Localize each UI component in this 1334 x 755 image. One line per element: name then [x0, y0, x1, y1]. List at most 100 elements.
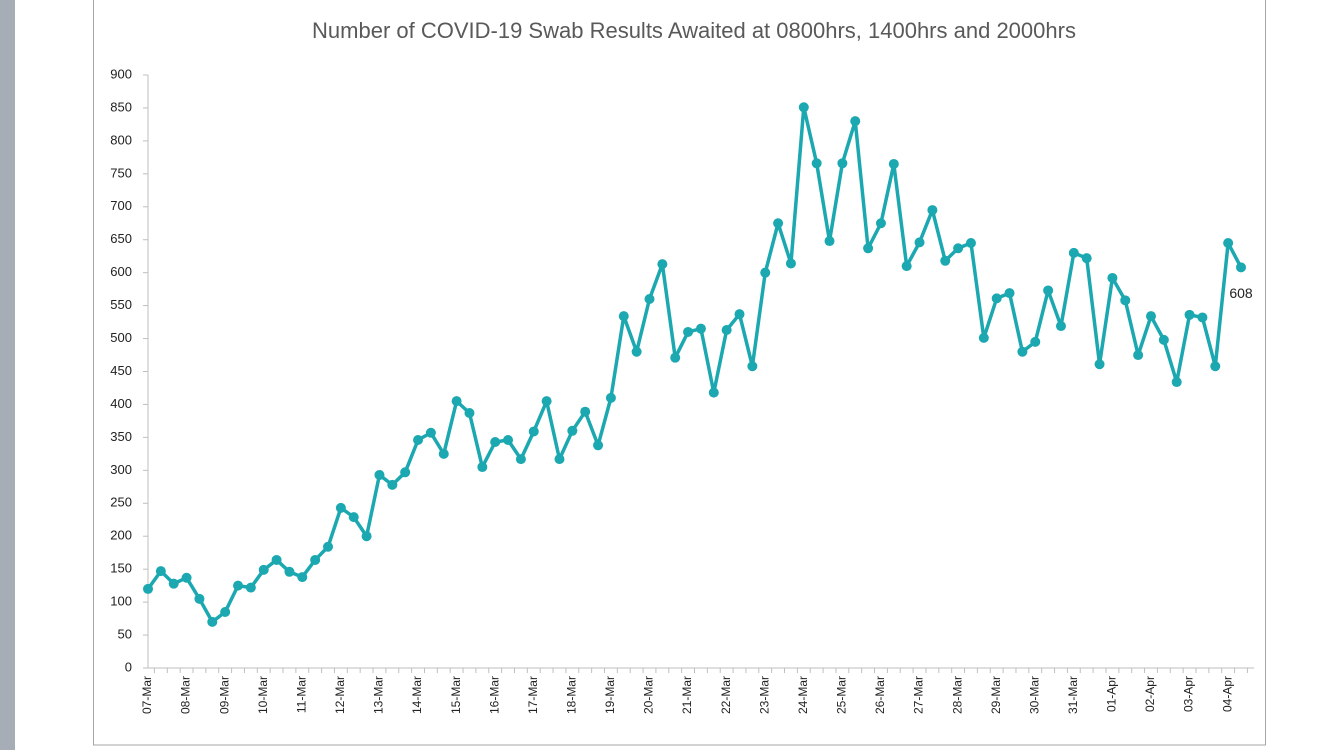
data-point [1171, 377, 1182, 388]
data-point [181, 572, 192, 583]
x-tick-label: 28-Mar [950, 676, 964, 714]
y-tick-label: 0 [125, 659, 132, 674]
y-tick-label: 650 [110, 231, 132, 246]
x-tick-label: 12-Mar [333, 676, 347, 714]
data-point [953, 243, 964, 254]
x-tick-label: 16-Mar [487, 676, 501, 714]
data-point [1158, 334, 1169, 345]
x-tick-label: 07-Mar [140, 676, 154, 714]
data-point [914, 237, 925, 248]
x-tick-label: 24-Mar [796, 676, 810, 714]
data-point [220, 606, 231, 617]
y-tick-label: 50 [118, 626, 132, 641]
x-tick-label: 25-Mar [835, 676, 849, 714]
x-tick-label: 11-Mar [294, 676, 308, 713]
x-tick-label: 02-Apr [1143, 676, 1157, 712]
data-point [554, 454, 565, 465]
data-point [657, 259, 668, 270]
x-tick-label: 26-Mar [873, 676, 887, 714]
data-point [528, 426, 539, 437]
data-point [1120, 295, 1131, 306]
y-tick-label: 300 [110, 462, 132, 477]
data-point [207, 616, 218, 627]
data-point [965, 238, 976, 249]
data-point [258, 564, 269, 575]
data-point [785, 258, 796, 269]
data-point [708, 387, 719, 398]
data-point [837, 158, 848, 169]
data-point [490, 437, 501, 448]
chart-border [93, 0, 1266, 746]
data-point [1055, 321, 1066, 332]
y-tick-label: 800 [110, 132, 132, 147]
x-tick-label: 31-Mar [1066, 676, 1080, 714]
x-tick-label: 14-Mar [410, 676, 424, 714]
data-point [233, 580, 244, 591]
chart-title: Number of COVID-19 Swab Results Awaited … [312, 18, 1076, 43]
x-tick-label: 01-Apr [1105, 676, 1119, 712]
data-point [1017, 346, 1028, 357]
x-tick-label: 20-Mar [642, 676, 656, 714]
data-point [940, 255, 951, 266]
data-point [760, 267, 771, 278]
data-point [541, 396, 552, 407]
y-tick-label: 750 [110, 165, 132, 180]
data-point [515, 454, 526, 465]
data-point [850, 116, 861, 127]
data-point [387, 479, 398, 490]
data-point [567, 425, 578, 436]
data-point [1145, 311, 1156, 322]
data-point [734, 309, 745, 320]
data-point [155, 566, 166, 577]
data-point [310, 554, 321, 565]
data-point [721, 324, 732, 335]
data-point [618, 311, 629, 322]
data-point [863, 243, 874, 254]
data-point [168, 578, 179, 589]
y-tick-label: 200 [110, 528, 132, 543]
x-tick-label: 30-Mar [1027, 676, 1041, 714]
data-point [1133, 350, 1144, 361]
y-tick-label: 700 [110, 198, 132, 213]
data-point [901, 261, 912, 272]
data-point [284, 566, 295, 577]
data-point [875, 218, 886, 229]
data-point [413, 435, 424, 446]
x-tick-label: 18-Mar [565, 676, 579, 714]
y-tick-label: 550 [110, 297, 132, 312]
data-point [1184, 309, 1195, 320]
data-point [824, 236, 835, 247]
data-point [1081, 253, 1092, 264]
x-tick-label: 13-Mar [372, 676, 386, 714]
data-point [1004, 288, 1015, 299]
x-tick-label: 09-Mar [217, 676, 231, 714]
data-point [1068, 247, 1079, 258]
x-tick-label: 15-Mar [449, 676, 463, 714]
x-tick-label: 08-Mar [179, 676, 193, 714]
data-point [477, 462, 488, 473]
data-point [888, 158, 899, 169]
data-point [1197, 312, 1208, 323]
data-point [747, 361, 758, 372]
data-point [798, 102, 809, 113]
y-tick-label: 450 [110, 363, 132, 378]
y-tick-label: 500 [110, 330, 132, 345]
data-point [991, 293, 1002, 304]
data-point [580, 406, 591, 417]
y-tick-label: 150 [110, 561, 132, 576]
data-point [631, 346, 642, 357]
x-tick-label: 21-Mar [680, 676, 694, 714]
data-point [143, 583, 153, 594]
data-point [451, 396, 462, 407]
data-point [194, 593, 205, 604]
data-point [978, 332, 989, 343]
data-point [1210, 361, 1221, 372]
data-point [1223, 238, 1234, 249]
data-point [773, 218, 784, 229]
x-tick-label: 29-Mar [989, 676, 1003, 714]
data-point [348, 512, 359, 523]
x-tick-label: 23-Mar [757, 676, 771, 714]
data-point [297, 572, 308, 583]
data-point [335, 502, 346, 513]
